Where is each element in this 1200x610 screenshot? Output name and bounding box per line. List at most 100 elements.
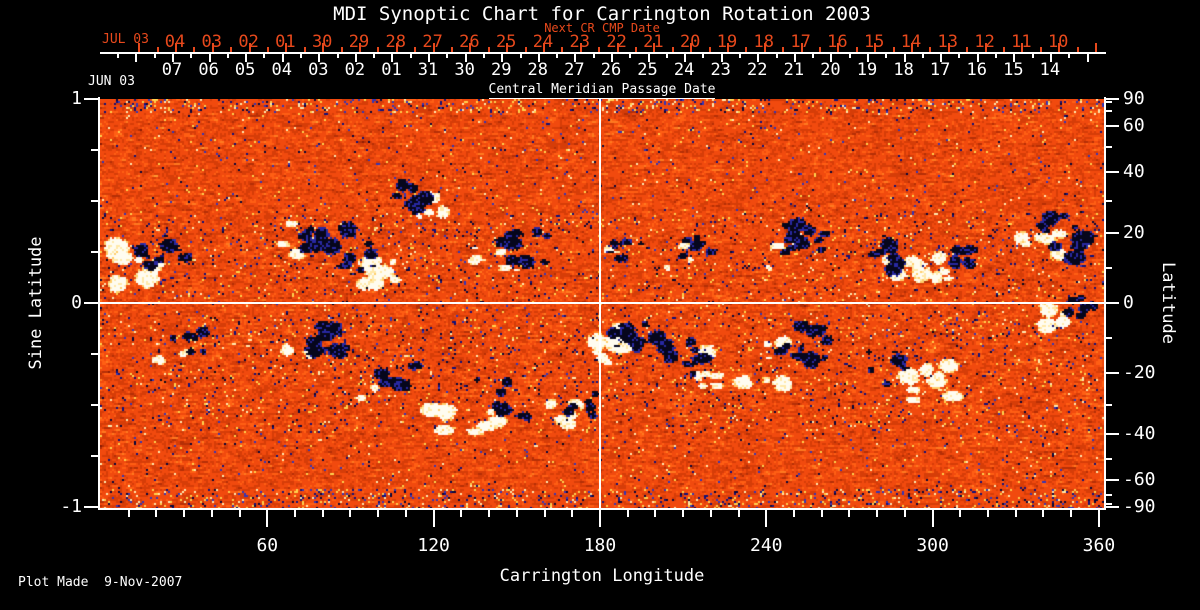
cmp-axis-major-tick [135,54,138,62]
cmp-axis-minor-tick [190,54,193,58]
latitude-tick-label: 60 [1123,115,1145,137]
bottom-axis-major-tick [1097,510,1100,527]
right-axis-minor-tick [1106,101,1112,104]
top-axis-minor-tick [1003,47,1005,52]
cmp-axis-major-tick [1086,54,1089,62]
top-axis-major-tick [432,43,435,52]
bottom-axis-minor-tick [488,510,491,517]
top-axis-minor-tick [929,47,932,52]
top-axis-minor-tick [230,47,233,52]
cmp-axis-major-tick [720,54,723,62]
cmp-axis-day-label: 24 [673,60,695,80]
cmp-axis-minor-tick [592,54,595,58]
sine-latitude-tick-label: -1 [60,496,82,517]
cmp-axis-minor-tick [738,54,741,58]
right-axis-major-tick [1106,125,1119,128]
latitude-tick-label: -90 [1123,496,1156,517]
cmp-axis-day-label: 22 [747,60,768,80]
longitude-tick-label: 360 [1082,535,1116,556]
cmp-axis-major-tick [354,54,357,62]
top-axis-minor-tick [598,47,601,52]
right-axis-minor-tick [1106,493,1112,496]
top-axis-minor-tick [855,47,858,52]
bottom-axis-minor-tick [1070,510,1073,517]
cmp-axis-minor-tick [336,54,339,58]
bottom-axis-minor-tick [321,510,324,517]
cmp-axis-day-label: 02 [344,60,366,80]
cmp-axis-minor-tick [409,54,412,58]
cmp-axis-minor-tick [373,54,376,58]
cmp-axis-minor-tick [629,54,632,58]
top-axis-day-label: 12 [974,32,995,52]
top-axis-major-tick [1095,43,1097,52]
cmp-axis-day-label: 26 [600,60,622,80]
bottom-axis-minor-tick [654,510,657,517]
top-axis-minor-tick [487,47,490,52]
latitude-tick-label: 90 [1123,88,1145,109]
cmp-axis-major-tick [464,54,467,62]
cmp-axis-minor-tick [921,54,924,58]
cmp-axis-day-label: 29 [490,60,512,80]
top-axis-day-label: 15 [863,32,885,52]
cmp-axis-day-label: 06 [198,60,219,80]
top-axis-day-label: 01 [275,32,296,52]
top-axis-minor-tick [561,47,564,52]
right-axis-major-tick [1106,98,1119,100]
cmp-axis-day-label: 17 [929,60,951,80]
cmp-axis-minor-tick [446,54,449,58]
top-axis-day-label: 16 [827,32,848,52]
top-axis-day-label: 17 [790,32,811,52]
cmp-axis-minor-tick [300,54,303,58]
bottom-axis-minor-tick [349,510,352,517]
bottom-axis-minor-tick [210,510,213,517]
top-axis-major-tick [322,43,325,52]
right-axis-major-tick [1106,170,1119,173]
left-axis-minor-tick [91,251,99,253]
top-axis-minor-tick [193,47,196,52]
left-axis-minor-tick [91,149,99,151]
cmp-axis-day-label: 23 [710,60,731,80]
cmp-axis-major-tick [1013,54,1016,62]
bottom-axis-minor-tick [543,510,546,517]
latitude-tick-label: -40 [1123,423,1156,445]
left-axis-major-tick [84,506,99,508]
cmp-axis-day-label: 05 [234,60,256,80]
top-axis-major-tick [690,43,693,52]
plot-made-label: Plot Made 9-Nov-2007 [18,575,183,590]
bottom-axis-minor-tick [515,510,518,517]
cmp-axis-major-tick [830,54,833,62]
top-axis-day-label: 13 [937,32,959,52]
cmp-axis-major-tick [208,54,211,62]
bottom-axis-minor-tick [903,510,906,517]
right-axis-title: Latitude [1158,262,1178,344]
top-axis-day-label: 20 [679,32,701,52]
cmp-axis-major-tick [940,54,943,62]
cmp-axis-minor-tick [1068,54,1071,58]
cmp-axis-minor-tick [958,54,961,58]
cmp-axis-month-label: JUN 03 [88,74,135,89]
top-axis-major-tick [874,43,877,52]
bottom-axis-minor-tick [460,510,463,517]
top-axis-major-tick [984,43,987,52]
top-axis-day-label: 11 [1011,32,1032,52]
right-axis-major-tick [1106,433,1119,436]
cmp-axis-major-tick [610,54,613,62]
latitude-tick-label: -60 [1123,468,1156,490]
longitude-tick-label: 240 [750,535,783,556]
top-axis-major-tick [285,43,288,52]
cmp-axis-major-tick [757,54,760,62]
top-axis-day-label: 27 [422,32,443,52]
cmp-axis-title: Central Meridian Passage Date [488,82,716,99]
bottom-axis-minor-tick [377,510,380,517]
bottom-axis-minor-tick [682,510,685,517]
top-axis-major-tick [211,43,214,52]
top-axis-minor-tick [414,47,417,52]
top-axis-day-label: 23 [569,32,591,52]
longitude-tick-label: 180 [583,535,617,556]
latitude-tick-label: 0 [1123,292,1134,313]
top-axis-major-tick [727,43,729,52]
right-axis-major-tick [1106,506,1119,508]
left-axis-minor-tick [91,404,99,406]
top-axis-major-tick [248,43,251,52]
